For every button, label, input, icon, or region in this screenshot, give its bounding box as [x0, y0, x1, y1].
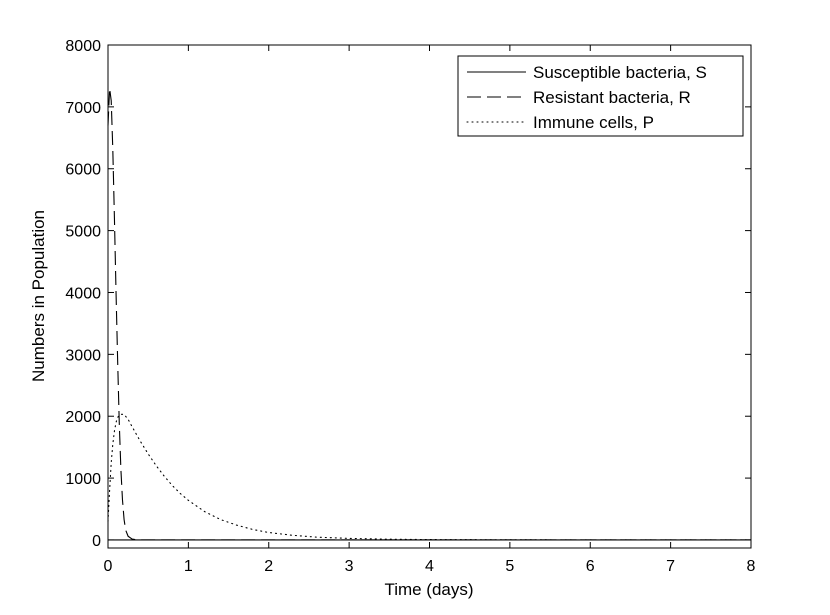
series-line-2 [107, 413, 752, 541]
y-tick-label: 7000 [65, 100, 101, 117]
legend-box [457, 55, 744, 137]
x-tick-label: 6 [586, 558, 595, 575]
x-tick-label: 7 [666, 558, 675, 575]
x-tick-label: 5 [505, 558, 514, 575]
y-tick-label: 6000 [65, 162, 101, 179]
legend-label-1: Resistant bacteria, R [533, 88, 691, 107]
series-layer [107, 87, 752, 541]
x-tick-label: 2 [264, 558, 273, 575]
x-tick-label: 0 [104, 558, 113, 575]
y-axis-label: Numbers in Population [29, 210, 48, 382]
x-tick-label: 4 [425, 558, 434, 575]
legend: Susceptible bacteria, S Resistant bacteri… [457, 55, 744, 137]
x-tick-label: 1 [184, 558, 193, 575]
x-tick-label: 8 [747, 558, 756, 575]
y-tick-label: 5000 [65, 224, 101, 241]
legend-label-2: Immune cells, P [533, 113, 654, 132]
x-axis-label: Time (days) [384, 580, 473, 599]
legend-label-0: Susceptible bacteria, S [533, 63, 707, 82]
y-tick-label: 1000 [65, 471, 101, 488]
x-tick-label: 3 [345, 558, 354, 575]
y-tick-label: 8000 [65, 38, 101, 55]
y-tick-label: 0 [92, 533, 101, 550]
y-tick-label: 4000 [65, 285, 101, 302]
y-tick-label: 2000 [65, 409, 101, 426]
y-tick-label: 3000 [65, 347, 101, 364]
x-axis-ticks: 0 1 2 3 4 5 6 7 8 [104, 45, 756, 575]
series-line-1 [107, 87, 751, 541]
y-axis-ticks: 0 1000 2000 3000 4000 5000 6000 7000 8000 [65, 38, 751, 550]
